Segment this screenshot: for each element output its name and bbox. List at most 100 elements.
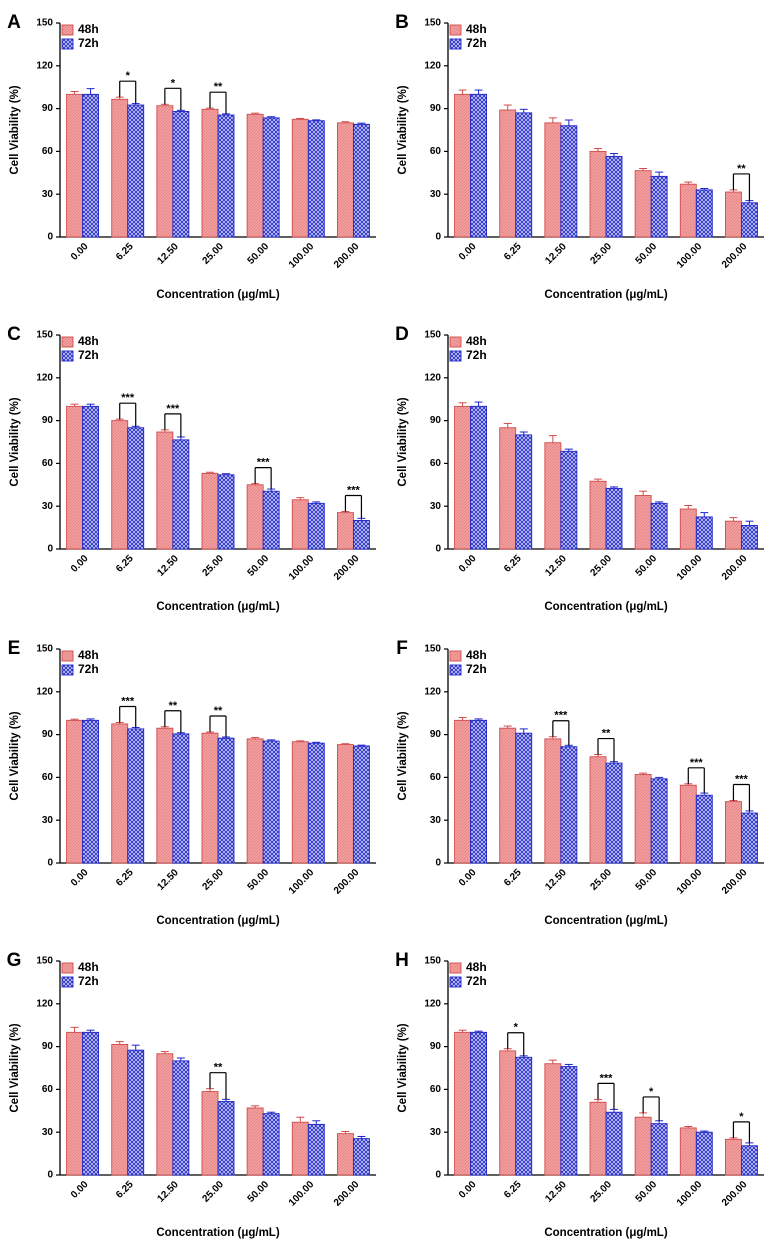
bar-72h-12.50	[560, 125, 578, 238]
chart-svg: B 0 30 60 90 120 150 Cell Viability (%) 0.00 6.25…	[395, 12, 764, 301]
y-tick-label: 150	[424, 18, 441, 29]
y-tick-label: 30	[430, 1127, 442, 1138]
bar-48h-0.00	[66, 1031, 84, 1176]
bar-72h-0.00	[470, 1031, 488, 1176]
significance-bracket	[209, 715, 227, 738]
y-tick-label: 0	[435, 544, 441, 555]
bar-72h-25.00	[605, 487, 623, 550]
bar-48h-12.50	[156, 727, 174, 864]
y-tick-label: 150	[36, 18, 53, 29]
panel-label: H	[395, 950, 409, 971]
x-tick-label: 50.00	[246, 867, 272, 893]
bar-48h-200.00	[724, 1138, 742, 1176]
panel-f: F 0 30 60 90 120 150 Cell Viability (%) 0.00 6.25…	[388, 626, 776, 938]
x-tick-label: 200.00	[720, 1179, 750, 1209]
bar-48h-100.00	[679, 183, 697, 238]
bar-72h-12.50	[172, 111, 190, 238]
bar-72h-50.00	[262, 740, 280, 864]
legend-swatch-72h	[61, 350, 74, 362]
significance-bracket	[597, 1082, 615, 1110]
legend-swatch-48h	[61, 336, 74, 348]
y-tick-label: 150	[424, 956, 441, 967]
bar-72h-12.50	[172, 733, 190, 864]
bar-48h-50.00	[246, 113, 264, 238]
x-tick-label: 100.00	[287, 867, 317, 897]
bar-72h-100.00	[307, 120, 325, 238]
x-tick-label: 6.25	[502, 241, 524, 263]
bar-48h-200.00	[724, 801, 742, 864]
bar-72h-25.00	[605, 1111, 623, 1176]
bar-48h-12.50	[544, 1063, 562, 1176]
legend-label: 48h	[466, 960, 487, 974]
x-tick-label: 12.50	[155, 553, 181, 579]
bar-72h-6.25	[127, 728, 145, 864]
significance-bracket	[732, 1121, 751, 1143]
bar-72h-100.00	[307, 502, 325, 550]
bar-48h-12.50	[156, 105, 174, 238]
bar-72h-50.00	[262, 490, 280, 550]
bar-72h-50.00	[650, 778, 668, 864]
legend-swatch-48h	[449, 650, 462, 662]
bar-72h-50.00	[262, 1113, 280, 1176]
y-tick-label: 150	[424, 644, 441, 655]
bar-72h-200.00	[352, 520, 370, 550]
significance-bracket	[344, 494, 363, 519]
y-axis-title: Cell Viability (%)	[397, 1023, 409, 1112]
x-tick-label: 200.00	[720, 241, 750, 271]
panel-label: A	[7, 12, 21, 33]
bar-72h-100.00	[307, 1123, 325, 1176]
x-tick-label: 0.00	[457, 553, 479, 575]
bar-72h-200.00	[740, 1145, 758, 1176]
bar-72h-50.00	[650, 502, 668, 550]
bar-72h-12.50	[560, 450, 578, 550]
x-tick-label: 12.50	[155, 867, 181, 893]
x-tick-label: 200.00	[332, 241, 362, 271]
bar-48h-6.25	[111, 98, 129, 238]
y-tick-label: 60	[42, 146, 54, 157]
legend-swatch-72h	[61, 664, 74, 676]
legend-swatch-48h	[449, 24, 462, 36]
bar-48h-12.50	[544, 122, 562, 238]
bar-48h-100.00	[679, 1127, 697, 1176]
bar-48h-25.00	[589, 480, 607, 550]
x-tick-label: 25.00	[201, 241, 227, 267]
x-tick-label: 25.00	[201, 1179, 227, 1205]
x-tick-label: 50.00	[246, 241, 272, 267]
x-tick-label: 25.00	[589, 553, 615, 579]
bar-48h-6.25	[499, 727, 517, 864]
bar-48h-200.00	[336, 744, 354, 864]
y-tick-label: 30	[42, 501, 54, 512]
x-axis-title: Concentration (μg/mL)	[544, 601, 667, 613]
bar-48h-200.00	[724, 520, 742, 550]
bar-72h-0.00	[470, 93, 488, 238]
bar-48h-50.00	[246, 484, 264, 550]
legend-swatch-72h	[449, 664, 462, 676]
significance-bracket	[552, 720, 570, 746]
y-tick-label: 90	[430, 729, 442, 740]
bar-72h-0.00	[470, 719, 488, 864]
legend-swatch-48h	[61, 650, 74, 662]
bar-48h-25.00	[589, 1101, 607, 1176]
significance-bracket	[164, 87, 182, 111]
panel-label: E	[8, 638, 21, 659]
x-tick-label: 12.50	[543, 1179, 569, 1205]
legend-label: 48h	[466, 648, 487, 662]
legend-swatch-72h	[449, 976, 462, 988]
y-tick-label: 30	[42, 189, 54, 200]
chart-svg: A 0 30 60 90 120 150 Cell Viability (%) 0.00 6.25…	[7, 12, 376, 301]
y-tick-label: 90	[42, 1041, 54, 1052]
x-tick-label: 12.50	[155, 241, 181, 267]
y-tick-label: 60	[430, 772, 442, 783]
legend-label: 72h	[78, 348, 99, 362]
x-tick-label: 0.00	[69, 867, 91, 889]
significance-bracket	[687, 767, 705, 794]
x-tick-label: 100.00	[675, 867, 705, 897]
y-tick-label: 150	[36, 644, 53, 655]
legend-label: 72h	[78, 974, 99, 988]
y-tick-label: 30	[430, 189, 442, 200]
x-tick-label: 6.25	[114, 241, 136, 263]
legend-label: 72h	[466, 36, 487, 50]
bar-72h-0.00	[470, 405, 488, 550]
x-tick-label: 100.00	[287, 1179, 317, 1209]
